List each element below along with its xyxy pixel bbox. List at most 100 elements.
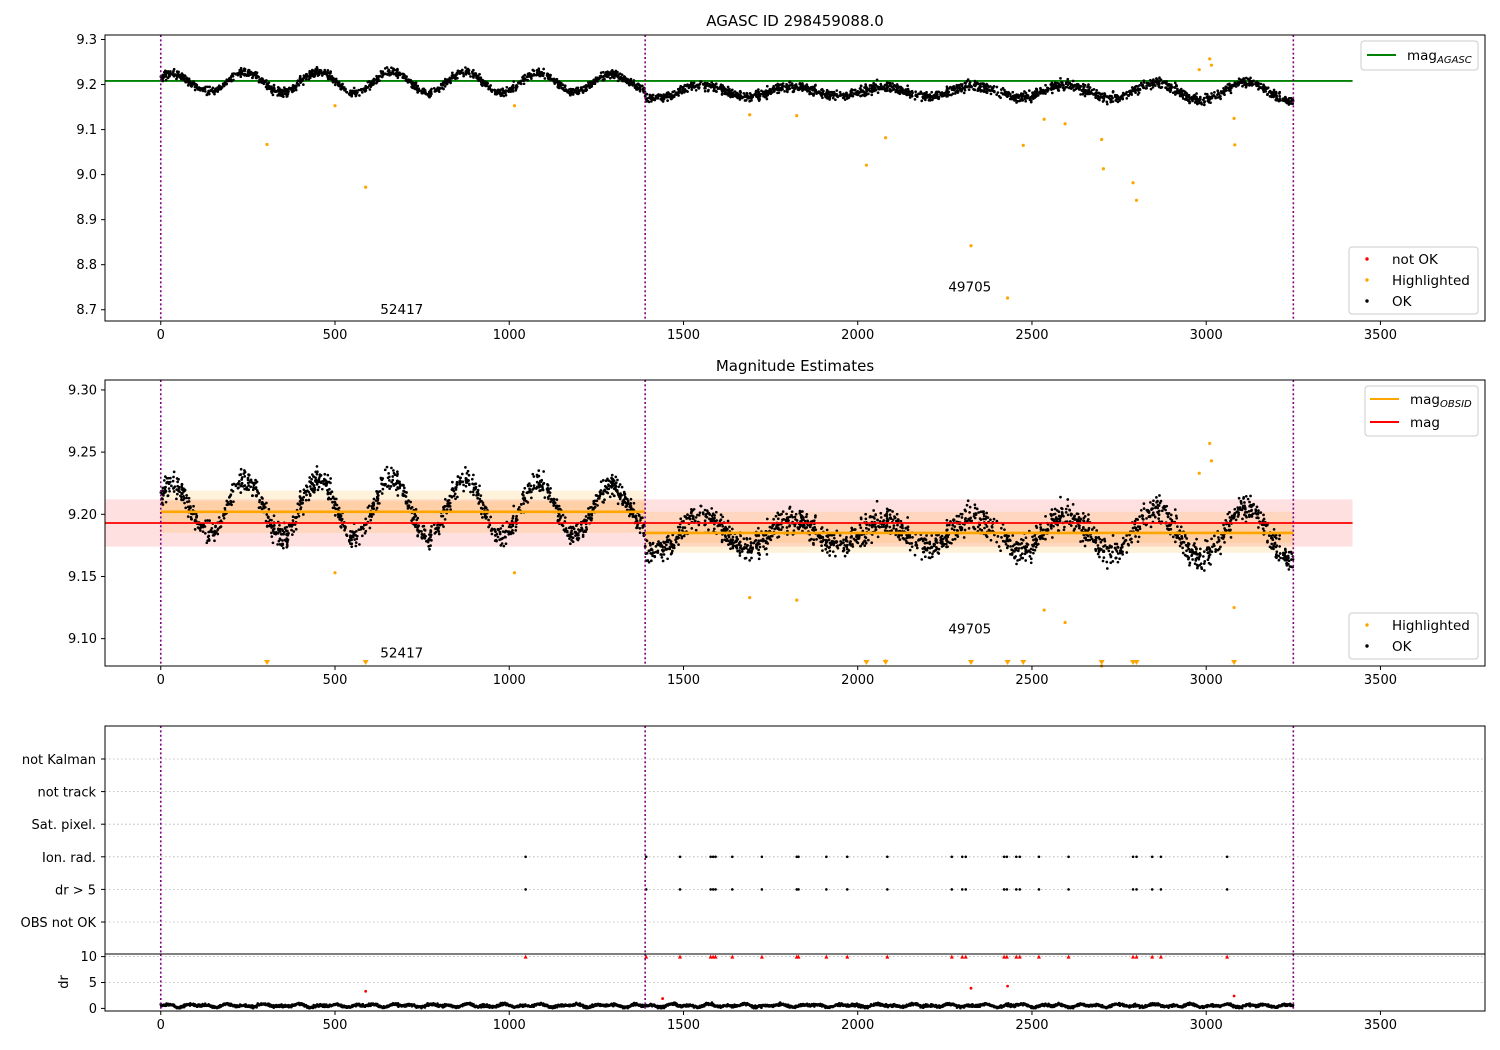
ok-point bbox=[552, 504, 556, 507]
ok-point bbox=[467, 71, 470, 74]
ok-point bbox=[234, 484, 238, 488]
ok-point bbox=[1016, 99, 1019, 103]
ok-point bbox=[249, 485, 253, 489]
ok-point bbox=[319, 71, 323, 75]
ok-point bbox=[213, 539, 216, 543]
ok-point bbox=[295, 81, 299, 85]
ok-point bbox=[1073, 88, 1076, 92]
ok-point bbox=[1279, 556, 1282, 560]
ok-point bbox=[1278, 90, 1282, 94]
ok-point bbox=[893, 84, 896, 87]
ok-point bbox=[331, 500, 334, 504]
ok-point bbox=[850, 91, 853, 94]
ok-point bbox=[423, 536, 427, 540]
ok-point bbox=[674, 93, 678, 96]
ok-point bbox=[440, 514, 443, 518]
ok-point bbox=[266, 524, 269, 528]
ok-point bbox=[381, 487, 385, 491]
highlighted-point bbox=[864, 163, 869, 167]
ok-point bbox=[892, 524, 896, 527]
ok-point bbox=[603, 77, 606, 81]
ok-point bbox=[264, 85, 268, 89]
ok-point bbox=[1275, 97, 1278, 101]
ok-point bbox=[219, 525, 223, 528]
ok-point bbox=[304, 72, 308, 76]
ok-point bbox=[813, 87, 817, 91]
ok-point bbox=[349, 534, 352, 538]
ok-point bbox=[697, 83, 701, 87]
panel2-plot-area bbox=[105, 380, 1353, 668]
ok-point bbox=[1092, 93, 1095, 96]
ok-point bbox=[537, 73, 541, 77]
ok-point bbox=[814, 83, 817, 87]
ok-point bbox=[1158, 76, 1161, 80]
ok-point bbox=[568, 537, 571, 540]
highlighted-point bbox=[512, 104, 517, 108]
ok-point bbox=[748, 537, 752, 541]
ok-point bbox=[790, 82, 794, 85]
ok-point bbox=[656, 542, 659, 546]
ok-point bbox=[495, 532, 499, 536]
ok-point bbox=[925, 93, 928, 97]
ok-point bbox=[349, 530, 352, 533]
ok-point bbox=[708, 83, 711, 86]
ok-point bbox=[599, 489, 603, 492]
ok-point bbox=[375, 496, 379, 500]
ok-point bbox=[354, 534, 358, 537]
ok-point bbox=[1278, 97, 1282, 101]
ok-point bbox=[703, 89, 707, 93]
ok-point bbox=[467, 473, 471, 477]
ok-point bbox=[861, 89, 865, 92]
ok-point bbox=[1008, 92, 1012, 96]
ok-point bbox=[963, 88, 967, 92]
ok-point bbox=[710, 81, 714, 84]
ok-point bbox=[1264, 87, 1268, 91]
ok-point bbox=[1287, 103, 1291, 106]
ok-point bbox=[1219, 94, 1222, 98]
ok-point bbox=[476, 490, 480, 494]
ok-point bbox=[437, 532, 441, 536]
ok-point bbox=[181, 75, 184, 79]
ok-point bbox=[397, 71, 401, 75]
ok-point bbox=[377, 502, 381, 505]
ok-point bbox=[251, 494, 254, 497]
ok-point bbox=[171, 479, 175, 483]
ok-point bbox=[364, 89, 368, 93]
ok-point bbox=[504, 542, 508, 546]
ok-point bbox=[914, 94, 918, 98]
ok-point bbox=[316, 488, 320, 492]
ok-point bbox=[729, 547, 732, 551]
ok-point bbox=[798, 82, 802, 85]
ok-point bbox=[1087, 513, 1090, 516]
ok-point bbox=[1270, 542, 1274, 546]
ok-point bbox=[494, 92, 498, 96]
ok-point bbox=[1187, 98, 1191, 102]
ok-point bbox=[511, 90, 515, 93]
ok-point bbox=[641, 516, 644, 520]
ok-point bbox=[612, 494, 616, 498]
ok-point bbox=[537, 67, 541, 71]
ok-point bbox=[498, 532, 502, 536]
ok-point bbox=[213, 532, 217, 536]
ok-point bbox=[1081, 92, 1085, 96]
ok-point bbox=[223, 81, 227, 84]
ok-point bbox=[1214, 96, 1217, 100]
ok-point bbox=[758, 545, 762, 549]
ok-point bbox=[335, 79, 339, 83]
ok-point bbox=[455, 483, 459, 487]
ok-point bbox=[300, 79, 304, 82]
highlighted-point bbox=[1100, 137, 1104, 142]
ok-point bbox=[1019, 92, 1023, 95]
ok-point bbox=[183, 79, 186, 82]
ok-point bbox=[1057, 89, 1061, 92]
ok-point bbox=[699, 80, 703, 83]
panel1-title: AGASC ID 298459088.0 bbox=[706, 12, 884, 30]
ok-point bbox=[464, 466, 467, 469]
ok-point bbox=[383, 468, 387, 472]
ok-point bbox=[587, 81, 590, 84]
ok-point bbox=[499, 537, 503, 541]
ok-point bbox=[254, 70, 257, 74]
ok-point bbox=[529, 72, 533, 76]
ok-point bbox=[775, 87, 779, 90]
ok-point bbox=[586, 516, 590, 520]
